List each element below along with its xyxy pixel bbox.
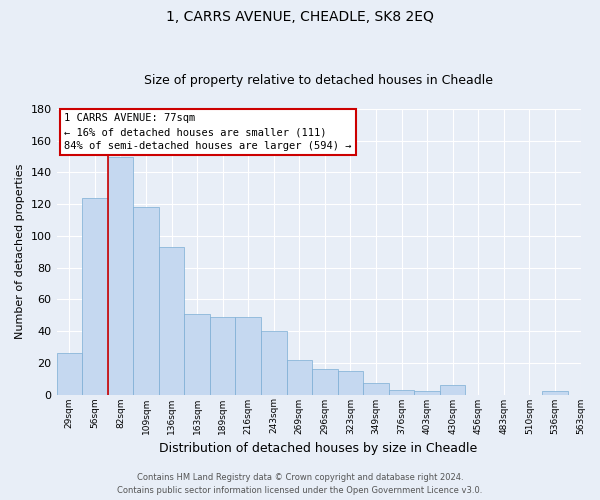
Bar xyxy=(184,314,210,394)
Text: 1, CARRS AVENUE, CHEADLE, SK8 2EQ: 1, CARRS AVENUE, CHEADLE, SK8 2EQ xyxy=(166,10,434,24)
Bar xyxy=(389,390,415,394)
Bar xyxy=(107,156,133,394)
Text: 1 CARRS AVENUE: 77sqm
← 16% of detached houses are smaller (111)
84% of semi-det: 1 CARRS AVENUE: 77sqm ← 16% of detached … xyxy=(64,114,352,152)
Bar xyxy=(235,317,261,394)
Bar xyxy=(82,198,107,394)
Bar xyxy=(440,385,466,394)
Bar xyxy=(261,331,287,394)
Bar xyxy=(159,247,184,394)
Bar xyxy=(542,392,568,394)
Bar xyxy=(56,354,82,395)
Bar xyxy=(312,369,338,394)
Title: Size of property relative to detached houses in Cheadle: Size of property relative to detached ho… xyxy=(144,74,493,87)
Text: Contains HM Land Registry data © Crown copyright and database right 2024.
Contai: Contains HM Land Registry data © Crown c… xyxy=(118,474,482,495)
Bar xyxy=(415,392,440,394)
Bar xyxy=(338,370,363,394)
Bar xyxy=(363,384,389,394)
Y-axis label: Number of detached properties: Number of detached properties xyxy=(15,164,25,340)
X-axis label: Distribution of detached houses by size in Cheadle: Distribution of detached houses by size … xyxy=(160,442,478,455)
Bar xyxy=(287,360,312,394)
Bar xyxy=(133,208,159,394)
Bar xyxy=(210,317,235,394)
